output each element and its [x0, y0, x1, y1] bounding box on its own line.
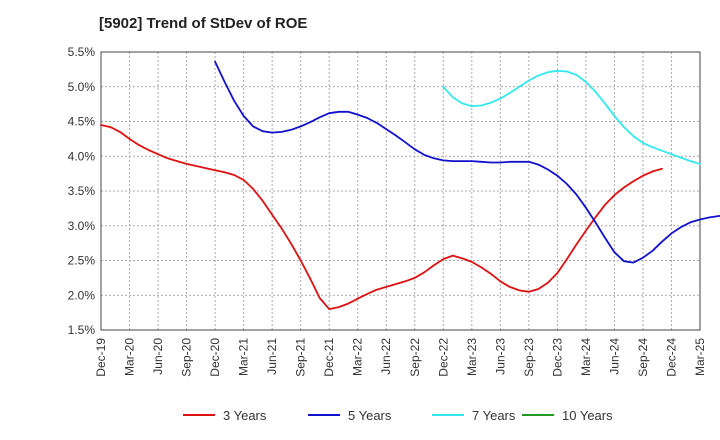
- x-tick-label: Dec-22: [436, 338, 450, 377]
- x-tick-label: Sep-20: [180, 338, 194, 377]
- series-line-7-years: [442, 69, 701, 165]
- y-tick-label: 3.5%: [68, 184, 96, 198]
- x-tick-labels: Dec-19 Mar-20 Jun-20 Sep-20 Dec-20 Mar-21 Jun-…: [94, 338, 707, 377]
- x-tick-label: Mar-20: [123, 338, 137, 376]
- x-tick-label: Mar-21: [237, 338, 251, 376]
- x-tick-label: Dec-19: [94, 338, 108, 377]
- y-tick-label: 4.0%: [68, 149, 96, 163]
- y-tick-labels: 1.5% 2.0% 2.5% 3.0% 3.5% 4.0% 4.5% 5.0% 5.5%: [68, 45, 96, 337]
- y-tick-label: 5.5%: [68, 45, 96, 59]
- series-lines: [100, 60, 720, 310]
- legend-label-7-years: 7 Years: [472, 408, 516, 423]
- series-line-3-years: [100, 124, 663, 310]
- series-line-5-years: [214, 60, 720, 264]
- x-tick-label: Jun-23: [493, 338, 507, 375]
- legend: 3 Years 5 Years 7 Years 10 Years: [183, 408, 613, 423]
- y-tick-label: 2.5%: [68, 254, 96, 268]
- x-tick-label: Jun-21: [265, 338, 279, 375]
- legend-label-3-years: 3 Years: [223, 408, 267, 423]
- x-tick-label: Mar-24: [579, 338, 593, 376]
- x-tick-label: Jun-22: [379, 338, 393, 375]
- y-tick-label: 3.0%: [68, 219, 96, 233]
- x-tick-label: Sep-22: [408, 338, 422, 377]
- axes: [100, 51, 701, 331]
- grid-lines: [100, 51, 701, 331]
- x-tick-label: Sep-23: [522, 338, 536, 377]
- x-tick-label: Jun-24: [607, 338, 621, 375]
- x-tick-label: Dec-24: [664, 338, 678, 377]
- x-tick-label: Mar-25: [693, 338, 707, 376]
- x-tick-label: Sep-24: [636, 338, 650, 377]
- x-tick-label: Sep-21: [294, 338, 308, 377]
- x-tick-label: Jun-20: [151, 338, 165, 375]
- x-tick-label: Dec-20: [208, 338, 222, 377]
- y-tick-label: 2.0%: [68, 288, 96, 302]
- x-tick-label: Dec-21: [322, 338, 336, 377]
- x-tick-label: Mar-23: [465, 338, 479, 376]
- chart-title: [5902] Trend of StDev of ROE: [99, 15, 308, 32]
- legend-label-10-years: 10 Years: [562, 408, 613, 423]
- plot-frame: [100, 51, 701, 331]
- legend-label-5-years: 5 Years: [348, 408, 392, 423]
- y-tick-label: 5.0%: [68, 80, 96, 94]
- y-tick-label: 4.5%: [68, 115, 96, 129]
- x-tick-label: Dec-23: [550, 338, 564, 377]
- x-tick-label: Mar-22: [351, 338, 365, 376]
- y-tick-label: 1.5%: [68, 323, 96, 337]
